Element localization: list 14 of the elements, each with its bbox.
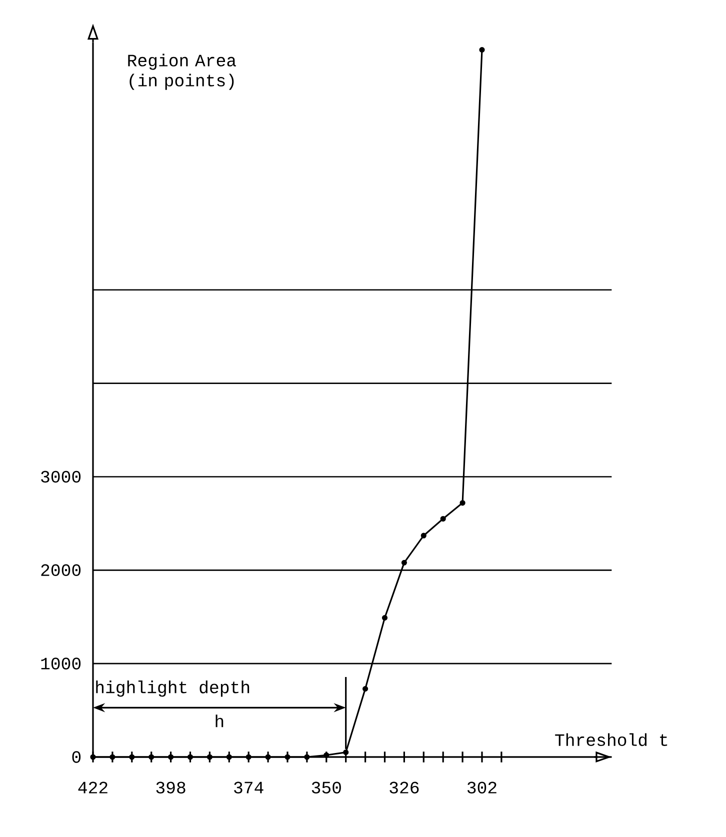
x-tick-label: 374: [234, 782, 264, 794]
y-tick-label: 3000: [41, 470, 81, 483]
x-tick-label: 422: [78, 782, 108, 794]
x-axis-title: Threshold t: [555, 733, 668, 746]
y-tick-label: 2000: [41, 564, 81, 576]
y-tick-label: 0: [72, 751, 81, 763]
x-tick-label: 326: [390, 782, 419, 794]
ref-line-label: h: [216, 714, 224, 728]
x-tick-label: 302: [467, 782, 496, 794]
x-tick-label: 350: [312, 782, 341, 794]
y-tick-label: 1000: [41, 658, 81, 670]
y-axis-title: Region Area (in points): [128, 54, 236, 90]
x-tick-label: 398: [156, 782, 186, 794]
annotation: highlight depth: [96, 680, 250, 697]
